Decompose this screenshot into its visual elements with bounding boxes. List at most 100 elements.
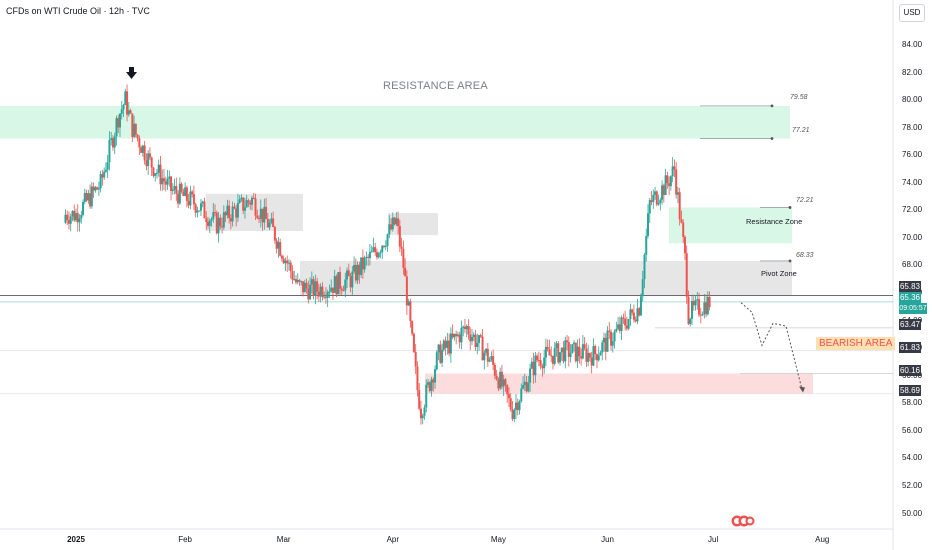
candle-body [363,257,366,270]
candle-body [555,343,558,349]
resistance-area-label: RESISTANCE AREA [383,80,488,92]
candle-body [574,342,577,362]
candle-body [583,344,586,349]
candle-body [543,357,546,369]
resistance-zone-box[interactable] [669,207,792,244]
candle-body [83,192,86,203]
candle-body [465,326,468,330]
candle-body [166,178,169,185]
candle-body [340,288,343,291]
candle-body [254,198,257,216]
candle-body [164,181,167,185]
candle-body [587,353,590,362]
candle-body [150,157,153,168]
candle-body [131,113,134,137]
candle-body [397,218,400,227]
candle-body [534,355,537,376]
level-lines [0,104,893,395]
candle-body [441,349,444,363]
candle-body [119,113,121,128]
candle-body [319,286,322,297]
candle-body [425,384,428,408]
candle-body [703,302,706,315]
candle-body [671,166,674,177]
bearish-area-zone[interactable] [425,373,813,394]
candle-body [430,379,433,391]
candle-body [532,361,535,376]
candle-body [251,197,253,205]
candle-body [208,220,211,226]
candle-body [636,308,639,322]
candle-body [421,415,424,419]
candle-body [368,251,371,259]
candle-body [214,212,217,214]
candle-body [680,219,683,223]
projection-path[interactable] [740,302,803,390]
events-icon[interactable] [731,514,755,528]
candle-body [652,194,655,203]
candle-body [405,276,408,306]
candle-body [324,296,327,298]
candle-body [618,324,621,332]
candle-body [513,409,516,419]
candle-body [349,276,352,288]
candle-body [458,334,461,343]
candle-body [506,384,509,395]
candle-body [530,361,533,369]
candle-body [71,211,74,217]
candle-body [381,245,384,253]
level-dot [770,137,774,140]
y-tick-label: 72.00 [902,205,923,215]
candle-body [155,172,158,174]
candle-body [85,192,88,201]
candle-body [559,352,561,363]
candle-body [603,337,605,343]
candle-body [641,279,644,297]
candle-body [595,354,598,361]
price-tag-58-69: 58.69 [899,385,921,396]
candle-body [270,218,273,223]
candle-body [78,218,81,223]
candle-body [96,187,99,190]
candle-body [245,200,248,208]
x-tick-label: 2025 [67,535,85,544]
candle-body [395,218,398,225]
candle-body [632,312,635,320]
candle-body [654,191,657,195]
candle-body [608,330,611,332]
candle-body [573,342,576,345]
resistance-zone-label: Resistance Zone [746,217,803,226]
candle-body [337,272,340,295]
candle-body [439,344,442,363]
currency-selector[interactable]: USD [899,4,925,22]
candle-body [272,218,275,228]
candle-body [215,212,218,234]
candle-body [444,340,447,348]
bearish-area-label: BEARISH AREA [816,337,896,350]
candle-body [279,242,282,256]
candle-body [106,162,109,170]
candle-body [305,282,308,289]
candle-body [326,291,329,298]
candle-body [391,217,394,230]
candle-body [471,336,473,342]
candle-body [184,187,187,196]
candle-body [374,247,377,253]
y-tick-label: 70.00 [902,232,923,242]
candle-body [353,264,356,272]
candle-body [691,301,693,319]
candle-body [201,201,204,204]
candle-body [627,319,630,329]
candle-body [427,382,429,385]
pivot-zone-box[interactable] [300,260,792,296]
candle-body [500,371,503,387]
candle-body [367,256,370,259]
candle-body [64,214,67,223]
candle-body [661,185,664,200]
candle-body [210,219,213,221]
candle-body [192,194,195,205]
candle-body [361,257,364,270]
candle-body [284,260,287,264]
candle-body [377,253,380,258]
